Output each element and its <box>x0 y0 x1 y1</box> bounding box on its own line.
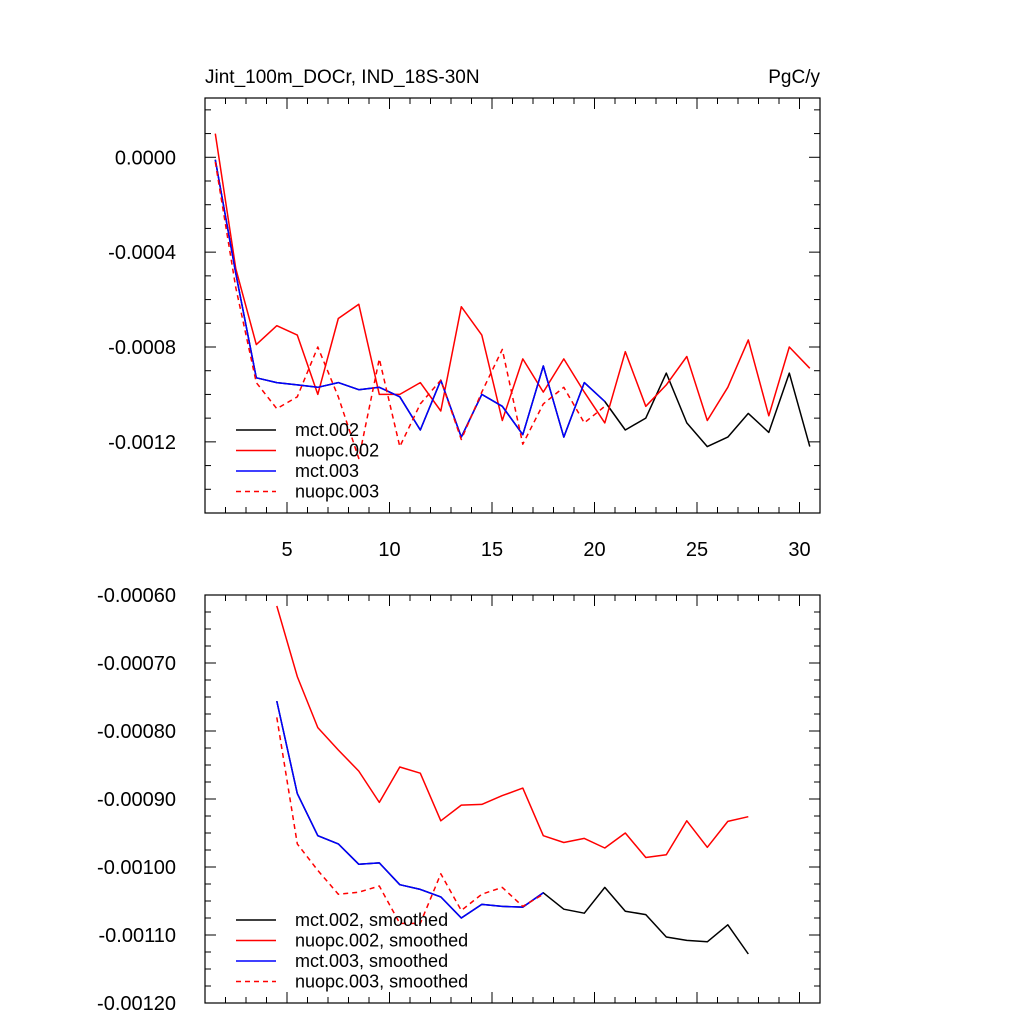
x-tick-label: 20 <box>583 539 605 561</box>
panel-1: 5 10 15 20 25 30 0.0000 -0.0004 -0.0008 -0.0012 Ji… <box>108 67 821 561</box>
series-line-nuopc-002 <box>214 133 811 424</box>
y-tick-label: -0.0012 <box>108 432 176 454</box>
y-tick-label: -0.0004 <box>108 242 176 264</box>
legend-label: mct.003 <box>295 461 359 481</box>
chart-title: Jint_100m_DOCr, IND_18S-30N <box>205 67 480 88</box>
legend-label: nuopc.002 <box>295 441 379 461</box>
y-tick-label: -0.00120 <box>97 993 176 1015</box>
legend-label: mct.002 <box>295 420 359 440</box>
y-tick-label: -0.00090 <box>97 789 176 811</box>
x-tick-label: 15 <box>481 539 503 561</box>
series-line-mct-003-smoothed <box>276 700 544 919</box>
y-tick-label: -0.00060 <box>97 585 176 607</box>
y-tick-label: -0.00070 <box>97 653 176 675</box>
x-tick-label: 30 <box>788 539 810 561</box>
units-label: PgC/y <box>768 67 820 88</box>
legend-label: nuopc.002, smoothed <box>295 931 468 951</box>
panel-2: -0.00060 -0.00070 -0.00080 -0.00090 -0.00100… <box>97 585 821 1015</box>
x-tick-label: 25 <box>686 539 708 561</box>
x-tick-label: 5 <box>281 539 292 561</box>
y-tick-label: -0.00110 <box>99 925 176 947</box>
y-tick-label: -0.00080 <box>97 721 176 743</box>
y-tick-label: -0.00100 <box>97 857 176 879</box>
y-tick-label: -0.0008 <box>108 337 176 359</box>
series-line-mct-003 <box>214 159 606 438</box>
legend-label: mct.002, smoothed <box>295 910 448 930</box>
legend-label: nuopc.003, smoothed <box>295 972 468 992</box>
legend-label: nuopc.003 <box>295 482 379 502</box>
series-line-nuopc-002-smoothed <box>276 605 749 859</box>
legend-label: mct.003, smoothed <box>295 951 448 971</box>
series-line-nuopc-003-smoothed <box>276 717 544 925</box>
y-tick-label: 0.0000 <box>115 147 176 169</box>
x-tick-label: 10 <box>378 539 400 561</box>
series-line-nuopc-003 <box>214 161 606 460</box>
series-line-mct-002 <box>214 159 811 448</box>
